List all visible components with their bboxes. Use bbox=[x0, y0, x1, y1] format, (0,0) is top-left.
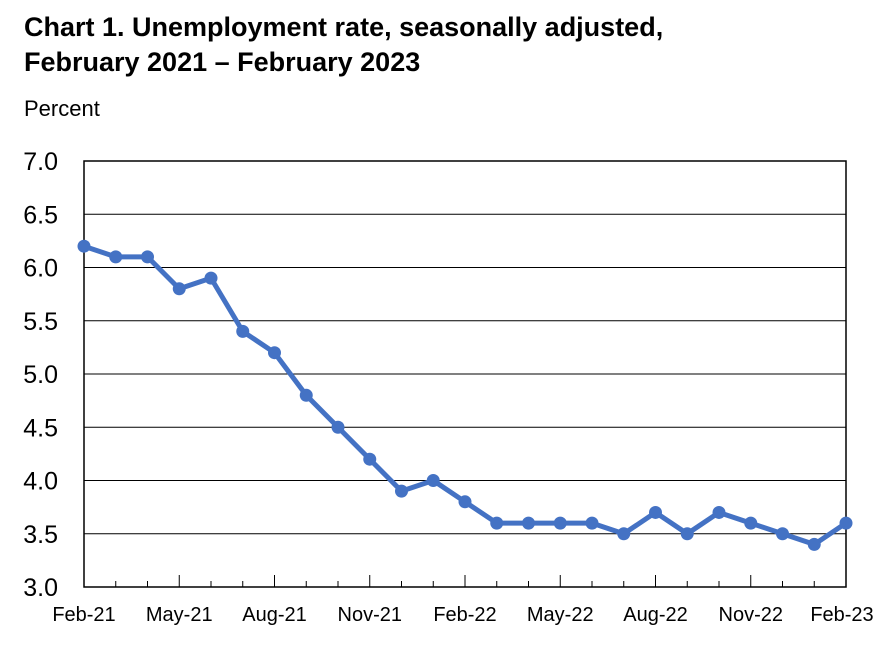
data-point bbox=[395, 484, 408, 498]
y-tick-label: 6.5 bbox=[23, 201, 58, 229]
y-tick-label: 5.0 bbox=[23, 361, 58, 389]
x-tick-label: May-22 bbox=[527, 604, 594, 626]
gridlines bbox=[84, 213, 846, 535]
y-tick-label: 3.0 bbox=[23, 574, 58, 602]
data-point bbox=[712, 505, 726, 519]
y-axis-ticks: 7.0 6.5 6.0 5.5 5.0 4.5 4.0 3.5 3.0 bbox=[23, 148, 58, 602]
x-tick-label: Feb-22 bbox=[433, 604, 496, 626]
x-tick-label: Aug-21 bbox=[242, 604, 307, 626]
data-point bbox=[426, 474, 440, 487]
data-point bbox=[617, 527, 631, 541]
data-point bbox=[458, 495, 472, 509]
y-tick-label: 4.0 bbox=[23, 468, 58, 496]
x-axis-ticks: Feb-21 May-21 Aug-21 Nov-21 Feb-22 May-22 Aug-… bbox=[52, 575, 874, 626]
data-point bbox=[331, 420, 345, 434]
data-point bbox=[553, 516, 567, 530]
x-tick-label: May-21 bbox=[146, 604, 213, 626]
x-tick-label: Nov-22 bbox=[719, 604, 783, 626]
data-point bbox=[236, 324, 250, 338]
data-point bbox=[363, 452, 377, 466]
y-tick-label: 3.5 bbox=[23, 521, 58, 549]
data-point bbox=[109, 250, 123, 264]
data-point bbox=[268, 346, 281, 360]
data-point bbox=[776, 527, 789, 541]
chart-title: Chart 1. Unemployment rate, seasonally a… bbox=[24, 10, 884, 80]
data-point bbox=[77, 239, 91, 253]
y-axis-label: Percent bbox=[24, 96, 100, 121]
data-point bbox=[141, 250, 154, 264]
chart-subtitle: February 2021 – February 2023 bbox=[24, 47, 421, 77]
data-point bbox=[680, 527, 694, 541]
data-point bbox=[299, 388, 313, 402]
data-point bbox=[204, 271, 218, 285]
data-point bbox=[649, 505, 662, 519]
data-point bbox=[585, 516, 599, 530]
y-tick-label: 5.5 bbox=[23, 308, 58, 336]
data-points bbox=[77, 239, 853, 551]
data-point bbox=[522, 516, 535, 530]
y-tick-label: 7.0 bbox=[23, 148, 58, 176]
y-tick-label: 4.5 bbox=[23, 414, 58, 442]
x-tick-label: Feb-23 bbox=[810, 604, 873, 626]
data-point bbox=[490, 516, 504, 530]
data-point bbox=[839, 516, 853, 530]
x-tick-label: Feb-21 bbox=[52, 604, 115, 626]
y-tick-label: 6.0 bbox=[23, 255, 58, 283]
data-point bbox=[807, 537, 821, 551]
x-tick-label: Nov-21 bbox=[338, 604, 402, 626]
x-tick-label: Aug-22 bbox=[623, 604, 688, 626]
chart-title-line1: Chart 1. Unemployment rate, seasonally a… bbox=[24, 12, 664, 42]
data-point bbox=[744, 516, 758, 530]
data-point bbox=[172, 282, 186, 296]
